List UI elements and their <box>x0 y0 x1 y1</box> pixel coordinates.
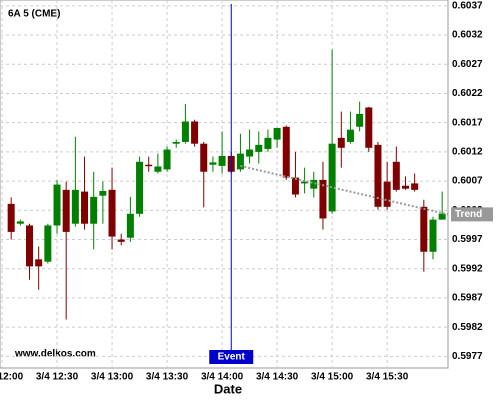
candle-body <box>246 149 254 157</box>
candle-body <box>136 161 144 214</box>
candle-body <box>392 161 400 190</box>
candle-body <box>117 239 125 242</box>
candle-body <box>209 162 217 165</box>
candle-body <box>191 121 199 144</box>
candle-body <box>71 189 79 224</box>
candle-body <box>236 153 244 170</box>
y-tick-label: 0.6027 <box>452 59 483 70</box>
candle-body <box>81 191 89 224</box>
y-tick-label: 0.5997 <box>452 234 483 245</box>
y-tick-label: 0.6007 <box>452 176 483 187</box>
x-tick-label: 3/4 14:30 <box>256 372 299 383</box>
candle-body <box>356 113 364 127</box>
candle-body <box>310 179 318 189</box>
y-tick-label: 0.5977 <box>452 351 483 362</box>
candle-body <box>16 221 24 224</box>
candle-body <box>255 144 263 152</box>
candle-body <box>44 225 52 262</box>
candle-body <box>154 166 162 172</box>
x-tick-label: 3/4 13:30 <box>146 372 189 383</box>
event-label: Event <box>218 352 246 363</box>
candle-body <box>163 149 171 170</box>
chart-title: 6A 5 (CME) <box>8 9 60 20</box>
candle-body <box>301 181 309 184</box>
trend-label: Trend <box>455 209 482 220</box>
candle-body <box>429 219 437 252</box>
y-tick-label: 0.6037 <box>452 0 483 11</box>
y-tick-label: 0.6022 <box>452 88 483 99</box>
candle-body <box>264 137 272 149</box>
candle-body <box>200 143 208 172</box>
candle-body <box>273 127 281 140</box>
candle-body <box>365 107 373 148</box>
candle-body <box>374 144 382 207</box>
candle-body <box>401 185 409 189</box>
y-tick-label: 0.6017 <box>452 117 483 128</box>
candle-body <box>218 155 226 166</box>
candle-body <box>108 189 116 237</box>
candle-body <box>26 225 34 267</box>
candle-body <box>346 129 354 142</box>
x-axis-label: Date <box>214 381 242 396</box>
candle-body <box>53 184 61 226</box>
candle-body <box>383 181 391 207</box>
candle-body <box>411 183 419 190</box>
x-tick-label: 3/4 15:00 <box>311 372 354 383</box>
candle-body <box>319 179 327 219</box>
x-tick-label: 3/4 12:30 <box>36 372 79 383</box>
candle-body <box>62 189 70 232</box>
plot-area <box>0 0 449 369</box>
candle-body <box>337 137 345 148</box>
x-tick-label: 3/4 12:00 <box>0 372 24 383</box>
candle-body <box>438 213 446 220</box>
x-tick-label: 3/4 13:00 <box>91 372 134 383</box>
y-tick-label: 0.6012 <box>452 147 483 158</box>
candle-body <box>291 177 299 195</box>
trend-label-box <box>451 207 493 222</box>
event-label-box <box>209 350 254 364</box>
candle-body <box>126 213 134 238</box>
candle-body <box>282 126 290 178</box>
candle-body <box>99 191 107 196</box>
x-tick-label: 3/4 15:30 <box>366 372 409 383</box>
candle-body <box>35 259 43 267</box>
candle-body <box>145 164 153 167</box>
y-tick-label: 0.5992 <box>452 263 483 274</box>
candle-body <box>90 196 98 224</box>
x-tick-label: 3/4 14:00 <box>201 372 244 383</box>
candle-body <box>172 141 180 144</box>
watermark: www.delkos.com <box>14 349 96 360</box>
candle-body <box>328 143 336 212</box>
candle-body <box>7 203 15 232</box>
candle-body <box>420 206 428 252</box>
trend-line <box>240 164 448 216</box>
y-tick-label: 0.5987 <box>452 293 483 304</box>
y-tick-label: 0.6032 <box>452 30 483 41</box>
candle-body <box>181 121 189 142</box>
y-tick-label: 0.5982 <box>452 322 483 333</box>
